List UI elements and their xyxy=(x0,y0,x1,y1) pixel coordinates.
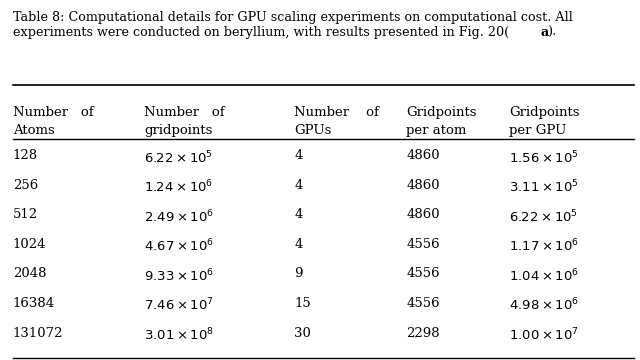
Text: 9: 9 xyxy=(294,267,303,280)
Text: 512: 512 xyxy=(13,208,38,221)
Text: 16384: 16384 xyxy=(13,297,55,310)
Text: GPUs: GPUs xyxy=(294,124,332,137)
Text: $6.22 \times 10^5$: $6.22 \times 10^5$ xyxy=(144,149,213,166)
Text: 128: 128 xyxy=(13,149,38,162)
Text: gridpoints: gridpoints xyxy=(144,124,212,137)
Text: per GPU: per GPU xyxy=(509,124,566,137)
Text: Number   of: Number of xyxy=(144,106,225,119)
Text: 15: 15 xyxy=(294,297,311,310)
Text: $4.67 \times 10^6$: $4.67 \times 10^6$ xyxy=(144,238,214,255)
Text: Atoms: Atoms xyxy=(13,124,54,137)
Text: Number   of: Number of xyxy=(13,106,93,119)
Text: $1.04 \times 10^6$: $1.04 \times 10^6$ xyxy=(509,267,579,284)
Text: $1.00 \times 10^7$: $1.00 \times 10^7$ xyxy=(509,327,579,343)
Text: 30: 30 xyxy=(294,327,311,339)
Text: $1.56 \times 10^5$: $1.56 \times 10^5$ xyxy=(509,149,579,166)
Text: 4556: 4556 xyxy=(406,297,440,310)
Text: 4860: 4860 xyxy=(406,208,440,221)
Text: $3.01 \times 10^8$: $3.01 \times 10^8$ xyxy=(144,327,214,343)
Text: Gridpoints: Gridpoints xyxy=(509,106,579,119)
Text: $9.33 \times 10^6$: $9.33 \times 10^6$ xyxy=(144,267,214,284)
Text: 4: 4 xyxy=(294,208,303,221)
Text: 4860: 4860 xyxy=(406,179,440,192)
Text: Gridpoints: Gridpoints xyxy=(406,106,477,119)
Text: $6.22 \times 10^5$: $6.22 \times 10^5$ xyxy=(509,208,578,225)
Text: ).: ). xyxy=(547,26,556,39)
Text: 2048: 2048 xyxy=(13,267,46,280)
Text: a: a xyxy=(540,26,548,39)
Text: 1024: 1024 xyxy=(13,238,46,251)
Text: $3.11 \times 10^5$: $3.11 \times 10^5$ xyxy=(509,179,579,195)
Text: 4: 4 xyxy=(294,238,303,251)
Text: 4556: 4556 xyxy=(406,238,440,251)
Text: 2298: 2298 xyxy=(406,327,440,339)
Text: Number    of: Number of xyxy=(294,106,380,119)
Text: 4: 4 xyxy=(294,149,303,162)
Text: $1.17 \times 10^6$: $1.17 \times 10^6$ xyxy=(509,238,579,255)
Text: per atom: per atom xyxy=(406,124,467,137)
Text: $1.24 \times 10^6$: $1.24 \times 10^6$ xyxy=(144,179,213,195)
Text: 256: 256 xyxy=(13,179,38,192)
Text: 4860: 4860 xyxy=(406,149,440,162)
Text: 131072: 131072 xyxy=(13,327,63,339)
Text: $2.49 \times 10^6$: $2.49 \times 10^6$ xyxy=(144,208,214,225)
Text: Table 8: Computational details for GPU scaling experiments on computational cost: Table 8: Computational details for GPU s… xyxy=(13,11,573,39)
Text: $7.46 \times 10^7$: $7.46 \times 10^7$ xyxy=(144,297,214,314)
Text: 4: 4 xyxy=(294,179,303,192)
Text: 4556: 4556 xyxy=(406,267,440,280)
Text: $4.98 \times 10^6$: $4.98 \times 10^6$ xyxy=(509,297,579,314)
